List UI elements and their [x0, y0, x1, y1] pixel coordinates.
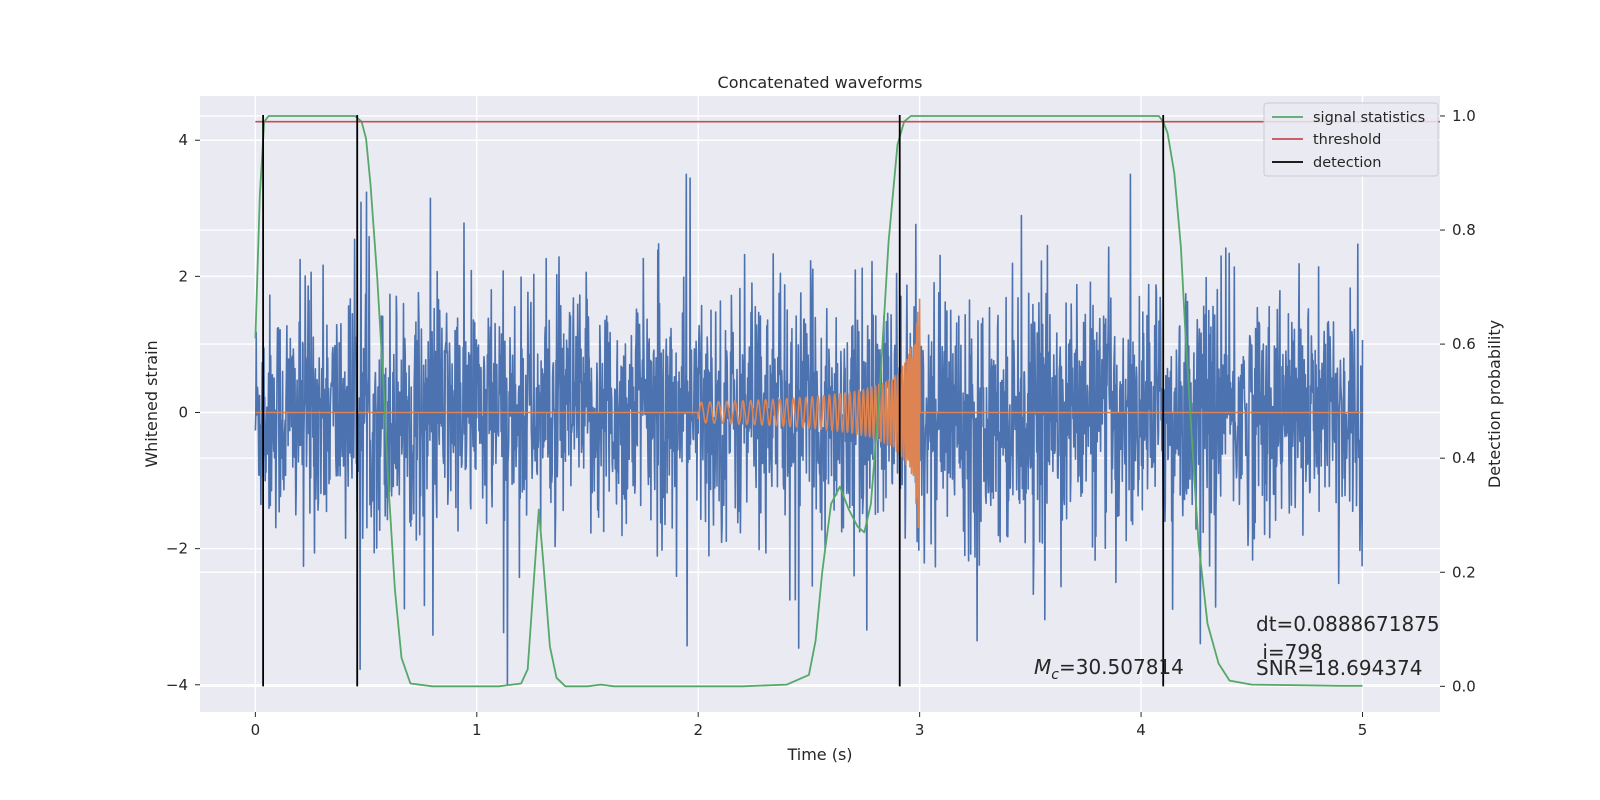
legend-label-threshold: threshold [1313, 132, 1381, 148]
x-tick-label: 3 [915, 721, 925, 739]
mc-symbol: M [1034, 655, 1051, 679]
x-tick-label: 4 [1136, 721, 1146, 739]
y-tick-label: −2 [166, 540, 188, 558]
x-tick-label: 2 [693, 721, 703, 739]
y-axis-ticks: −4 −2 0 2 4 [166, 131, 200, 694]
mc-value: =30.507814 [1059, 655, 1184, 679]
legend-label-signal: signal statistics [1313, 110, 1425, 126]
y2-tick-label: 1.0 [1452, 107, 1476, 125]
chart-title: Concatenated waveforms [718, 73, 923, 92]
x-tick-label: 1 [472, 721, 482, 739]
annotation-mc: Mc=30.507814 [1034, 655, 1184, 683]
y2-tick-label: 0.6 [1452, 335, 1476, 353]
y-tick-label: −4 [166, 676, 188, 694]
y-axis-label: Whitened strain [142, 340, 161, 467]
template-waveform-series [254, 298, 1363, 529]
svg-text:Mc=30.507814: Mc=30.507814 [1034, 655, 1184, 683]
plot-area [254, 114, 1440, 688]
x-axis-ticks: 0 1 2 3 4 5 [251, 712, 1368, 739]
y2-axis-ticks: 0.0 0.2 0.4 0.6 0.8 1.0 [1440, 107, 1476, 695]
y2-tick-label: 0.0 [1452, 677, 1476, 695]
x-axis-label: Time (s) [786, 745, 852, 764]
x-tick-label: 0 [251, 721, 261, 739]
y-tick-label: 2 [178, 267, 188, 285]
legend: signal statistics threshold detection [1263, 102, 1439, 177]
whitened-strain-series [254, 173, 1364, 686]
y-tick-label: 0 [178, 404, 188, 422]
y-tick-label: 4 [178, 131, 188, 149]
annotation-snr: SNR=18.694374 [1256, 656, 1422, 680]
annotation-index: i=798 [1256, 640, 1323, 664]
legend-box [1263, 102, 1439, 177]
x-tick-label: 5 [1358, 721, 1368, 739]
y2-tick-label: 0.2 [1452, 563, 1476, 581]
signal-statistics-series [254, 115, 1363, 688]
legend-label-detection: detection [1313, 155, 1381, 171]
mc-subscript: c [1051, 667, 1059, 683]
y2-tick-label: 0.8 [1452, 221, 1476, 239]
detection-lines [262, 114, 1165, 687]
y2-tick-label: 0.4 [1452, 449, 1476, 467]
annotation-dt: dt=0.0888671875 [1256, 612, 1440, 636]
y2-axis-label: Detection probability [1485, 320, 1504, 488]
